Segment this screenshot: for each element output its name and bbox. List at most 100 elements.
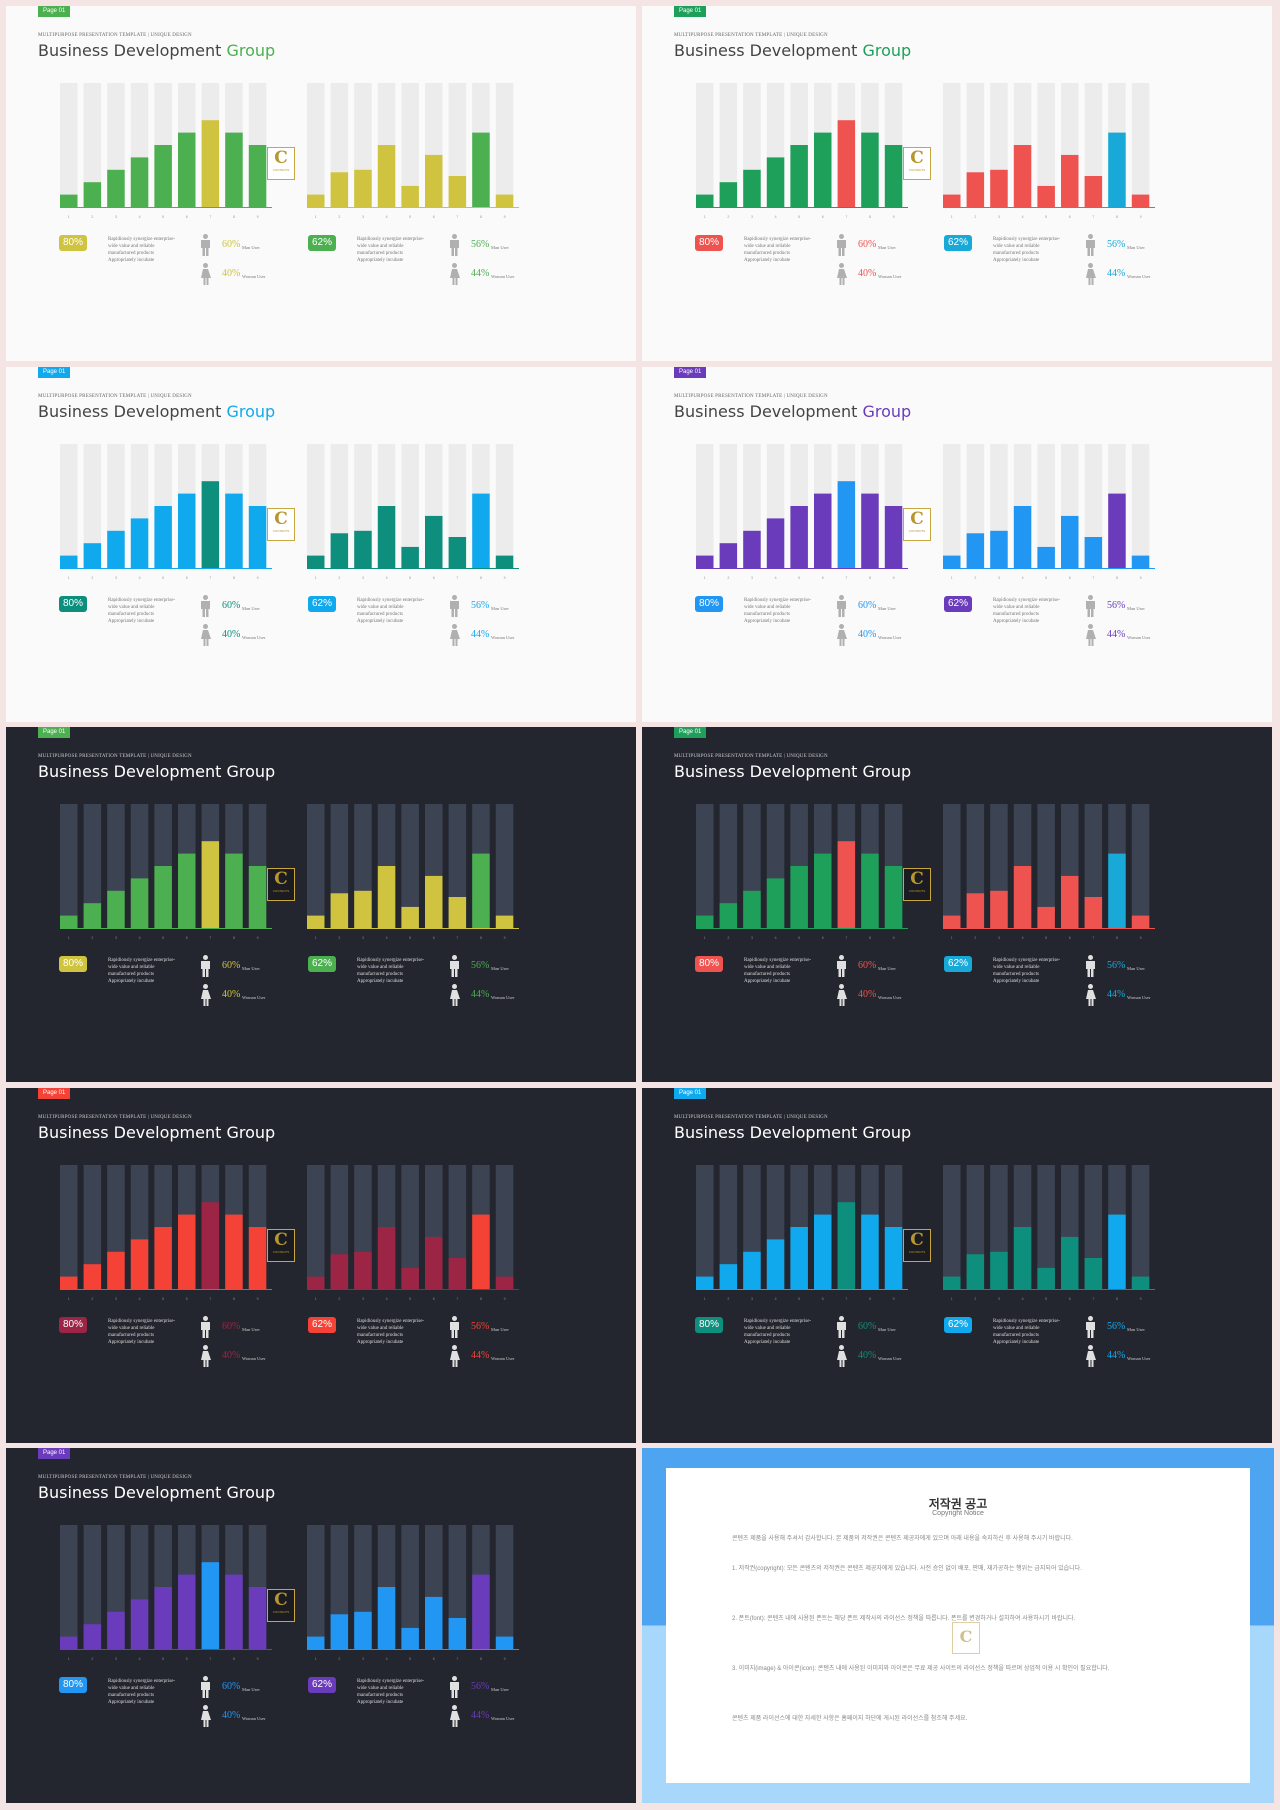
- man-percent: 56%: [471, 1321, 490, 1332]
- tick-label: 6: [822, 936, 824, 940]
- bar: [884, 866, 903, 928]
- woman-percent: 40%: [222, 1710, 241, 1721]
- bar: [884, 506, 903, 568]
- tick-label: 8: [1116, 576, 1118, 580]
- man-label: Man User: [878, 966, 896, 971]
- bar: [307, 1636, 325, 1649]
- tick-label: 7: [845, 215, 847, 219]
- tick-label: 4: [139, 1657, 141, 1661]
- woman-icon: [449, 624, 460, 646]
- tick-label: 3: [751, 215, 753, 219]
- tick-label: 1: [315, 576, 317, 580]
- notice-paragraph: 1. 저작권(copyright): 모든 콘텐츠의 저작권은 콘텐츠 제공자에…: [732, 1566, 1082, 1572]
- tick-label: 6: [186, 1657, 188, 1661]
- description-line: wide value and reliable: [744, 1326, 791, 1331]
- slide: Page 01 MULTIPURPOSE PRESENTATION TEMPLAT…: [6, 1448, 636, 1803]
- woman-percent: 44%: [471, 1350, 490, 1361]
- woman-percent: 40%: [858, 629, 877, 640]
- woman-label: Woman User: [878, 995, 902, 1000]
- tick-label: 4: [386, 215, 388, 219]
- tick-label: 2: [91, 936, 93, 940]
- bar-track: [307, 444, 325, 568]
- bar: [1131, 555, 1150, 568]
- logo-letter: C: [910, 1230, 924, 1250]
- woman-icon: [200, 1345, 211, 1367]
- bar: [1013, 145, 1032, 207]
- bar-track: [401, 444, 419, 568]
- woman-icon: [200, 1705, 211, 1727]
- description-line: Appropriately incubate: [357, 258, 404, 263]
- bar: [472, 1214, 490, 1289]
- tick-label: 5: [409, 576, 411, 580]
- bar-track: [943, 1165, 961, 1289]
- bar-chart: 12345678910: [307, 1525, 519, 1661]
- tick-label: 7: [209, 1657, 211, 1661]
- bar: [743, 169, 761, 207]
- bar: [330, 1254, 349, 1289]
- bar: [401, 1267, 419, 1289]
- bar-track: [943, 83, 961, 207]
- description-line: wide value and reliable: [357, 605, 404, 610]
- tick-label: 2: [338, 1297, 340, 1301]
- bar: [696, 555, 714, 568]
- bar: [1084, 537, 1103, 568]
- bar-chart: 12345678910: [943, 1165, 1155, 1301]
- description-text: Rapidiously synergize enterprise-wide va…: [993, 957, 1065, 985]
- tick-label: 3: [115, 215, 117, 219]
- description-line: wide value and reliable: [993, 605, 1040, 610]
- contents-logo: C CONTENTS: [903, 147, 931, 180]
- man-percent: 60%: [858, 1321, 877, 1332]
- bar-track: [719, 804, 738, 928]
- tick-label: 6: [433, 1297, 435, 1301]
- tick-label: 2: [91, 1297, 93, 1301]
- bar: [178, 853, 196, 928]
- tick-label: 6: [433, 215, 435, 219]
- description-text: Rapidiously synergize enterprise-wide va…: [357, 1678, 429, 1706]
- tick-label: 9: [1140, 576, 1142, 580]
- title-accent: Group: [862, 1123, 912, 1142]
- bar: [495, 1276, 514, 1289]
- contents-logo: C CONTENTS: [903, 1229, 931, 1262]
- tick-label: 7: [456, 1657, 458, 1661]
- bar: [178, 1214, 196, 1289]
- description-line: Appropriately incubate: [744, 979, 791, 984]
- notice-paragraph: 콘텐츠 제품을 사용해 주셔서 감사합니다. 본 제품의 저작권은 콘텐츠 제공…: [732, 1536, 1073, 1542]
- slide-kicker: MULTIPURPOSE PRESENTATION TEMPLATE | UNI…: [38, 1115, 192, 1120]
- slide-kicker: MULTIPURPOSE PRESENTATION TEMPLATE | UNI…: [674, 754, 828, 759]
- description-line: Rapidiously synergize enterprise-: [108, 237, 176, 242]
- bar: [884, 145, 903, 207]
- tick-label: 1: [315, 215, 317, 219]
- bar-track: [307, 1165, 325, 1289]
- bar-track: [719, 83, 738, 207]
- tick-label: 1: [951, 215, 953, 219]
- tick-label: 9: [893, 936, 895, 940]
- description-line: Appropriately incubate: [108, 1340, 155, 1345]
- page-tag: Page 01: [38, 1088, 71, 1099]
- description-line: wide value and reliable: [357, 244, 404, 249]
- tick-label: 4: [386, 1657, 388, 1661]
- bar: [83, 1264, 102, 1289]
- slide-title: Business Development Group: [38, 1123, 275, 1142]
- bar: [354, 530, 372, 568]
- logo-text: CONTENTS: [908, 529, 926, 533]
- bar: [130, 1599, 149, 1649]
- tick-label: 3: [751, 1297, 753, 1301]
- description-line: wide value and reliable: [993, 965, 1040, 970]
- bar: [990, 169, 1008, 207]
- bar-track: [696, 1165, 714, 1289]
- description-line: Rapidiously synergize enterprise-: [108, 598, 176, 603]
- man-icon: [200, 1316, 211, 1338]
- tick-label: 1: [951, 576, 953, 580]
- title-main: Business Development: [38, 1483, 222, 1502]
- bar: [1108, 1214, 1126, 1289]
- woman-label: Woman User: [491, 1356, 515, 1361]
- woman-icon: [836, 263, 847, 285]
- bar-track: [60, 804, 78, 928]
- tick-label: 2: [338, 576, 340, 580]
- bar: [107, 1251, 125, 1289]
- woman-icon: [1085, 624, 1096, 646]
- description-line: wide value and reliable: [357, 1686, 404, 1691]
- woman-percent: 44%: [1107, 629, 1126, 640]
- bar: [201, 481, 220, 568]
